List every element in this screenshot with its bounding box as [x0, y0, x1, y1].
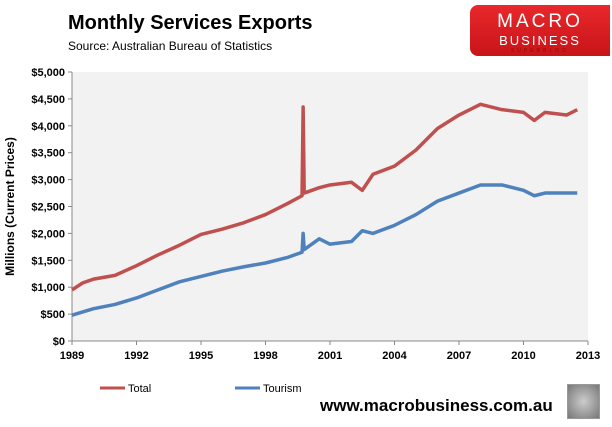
y-tick-label: $5,000 [31, 67, 65, 79]
logo-line1: MACRO [497, 11, 583, 32]
y-tick-label: $3,500 [31, 148, 65, 160]
plot-area [72, 72, 588, 341]
series-line-tourism [71, 183, 578, 317]
y-tick-label: $1,500 [31, 255, 65, 267]
x-tick-label: 2010 [511, 350, 535, 362]
y-tick-label: $1,000 [31, 282, 65, 294]
y-tick-label: $500 [41, 309, 65, 321]
series-line-total [71, 102, 579, 292]
website-url: www.macrobusiness.com.au [320, 396, 553, 415]
wolf-icon [567, 384, 600, 419]
x-tick-label: 1989 [60, 350, 84, 362]
y-axis-label: Millions (Current Prices) [3, 137, 17, 276]
x-tick-label: 2007 [447, 350, 471, 362]
x-tick-label: 2001 [318, 350, 342, 362]
x-tick-label: 1995 [189, 350, 213, 362]
chart-title: Monthly Services Exports [68, 12, 313, 34]
legend-label-tourism: Tourism [263, 383, 302, 395]
y-tick-label: $4,500 [31, 94, 65, 106]
x-tick-label: 2013 [576, 350, 600, 362]
x-tick-label: 1992 [124, 350, 148, 362]
chart-source: Source: Australian Bureau of Statistics [68, 39, 273, 53]
y-tick-label: $4,000 [31, 121, 65, 133]
y-tick-label: $3,000 [31, 175, 65, 187]
y-tick-label: $2,500 [31, 202, 65, 214]
y-tick-label: $0 [53, 336, 65, 348]
x-tick-label: 1998 [253, 350, 277, 362]
macrobusiness-logo: MACRO BUSINESS SUPERBLOG [470, 5, 610, 56]
x-tick-label: 2004 [382, 350, 407, 362]
legend-label-total: Total [128, 383, 151, 395]
y-tick-label: $2,000 [31, 228, 65, 240]
logo-line3: SUPERBLOG [510, 48, 570, 54]
logo-line2: BUSINESS [499, 33, 581, 48]
